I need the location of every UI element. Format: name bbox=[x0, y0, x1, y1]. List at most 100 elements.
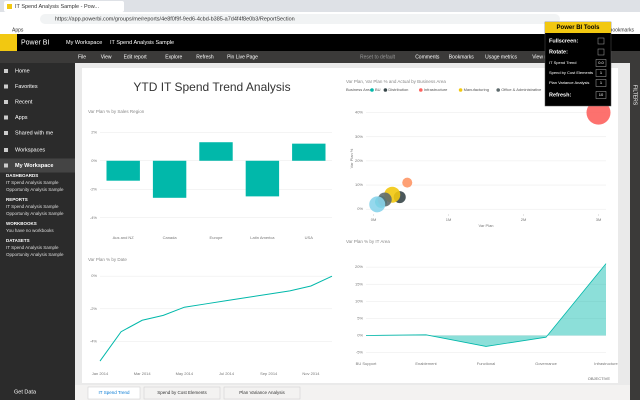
x-tick-label: Jul 2014 bbox=[219, 371, 235, 376]
nav-item[interactable]: Recent bbox=[15, 99, 33, 105]
chart-title: Var Plan % by Date bbox=[88, 257, 127, 262]
tools-input-value[interactable]: 10 bbox=[599, 92, 604, 97]
report-footnote: OBJECTIVE bbox=[588, 376, 611, 381]
x-tick-label: Infrastructure bbox=[594, 361, 618, 366]
section-item[interactable]: IT Spend Analysis Sample bbox=[6, 245, 59, 250]
y-tick-label: 30% bbox=[355, 134, 363, 139]
page-tab bbox=[87, 386, 141, 400]
chart-title: Var Plan, Var Plan % and Actual by Busin… bbox=[346, 79, 446, 84]
legend-swatch bbox=[370, 88, 374, 92]
sidebar bbox=[0, 63, 75, 400]
nav-item[interactable]: Favorites bbox=[15, 84, 38, 90]
section-item[interactable]: Opportunity Analysis Sample bbox=[6, 211, 64, 216]
chart-title: Var Plan % by Sales Region bbox=[88, 109, 145, 114]
legend-entry: Distribution bbox=[388, 87, 408, 92]
y-tick-label: 20% bbox=[355, 264, 363, 269]
section-item[interactable]: IT Spend Analysis Sample bbox=[6, 180, 59, 185]
section-title: REPORTS bbox=[6, 197, 28, 202]
y-tick-label: 20% bbox=[355, 158, 363, 163]
tools-input bbox=[595, 59, 607, 67]
toolbar-button[interactable]: View bbox=[101, 54, 112, 60]
nav-item[interactable]: Home bbox=[15, 68, 30, 74]
legend-swatch bbox=[383, 88, 388, 92]
bookmark[interactable]: Apps bbox=[12, 27, 24, 33]
bookmark-other[interactable]: bookmarks bbox=[610, 27, 635, 33]
toolbar-button[interactable]: Refresh bbox=[196, 54, 214, 60]
bubble bbox=[586, 100, 611, 125]
section-item[interactable]: Opportunity Analysis Sample bbox=[6, 187, 64, 192]
nav-item[interactable]: Workspaces bbox=[15, 147, 45, 153]
toolbar-button[interactable]: Usage metrics bbox=[485, 54, 517, 60]
page-tab-label[interactable]: Spend by Cost Elements bbox=[157, 390, 207, 395]
breadcrumb-report[interactable]: IT Spend Analysis Sample bbox=[110, 40, 174, 46]
nav-item[interactable]: Apps bbox=[15, 115, 28, 121]
nav-icon bbox=[4, 115, 8, 120]
toolbar-button[interactable]: Explore bbox=[165, 54, 182, 60]
y-tick-label: 10% bbox=[355, 298, 363, 303]
x-tick-label: Enablement bbox=[415, 361, 437, 366]
tools-header bbox=[545, 22, 611, 33]
toolbar-button[interactable]: File bbox=[78, 54, 86, 60]
url[interactable]: https://app.powerbi.com/groups/me/report… bbox=[55, 16, 295, 22]
section-item[interactable]: You have no workbooks bbox=[6, 228, 54, 233]
bubble bbox=[402, 177, 413, 188]
x-tick-label: May 2014 bbox=[176, 371, 194, 376]
section-item[interactable]: Opportunity Analysis Sample bbox=[6, 252, 64, 257]
page-tab bbox=[223, 386, 301, 400]
section-item[interactable]: IT Spend Analysis Sample bbox=[6, 204, 59, 209]
bubble bbox=[369, 196, 386, 213]
filters-label[interactable]: FILTERS bbox=[632, 85, 638, 106]
nav-icon bbox=[4, 100, 8, 104]
x-tick-label: Aus and NZ bbox=[113, 235, 135, 240]
legend-swatch bbox=[496, 88, 501, 92]
page-tab-label[interactable]: Plan Variance Analysis bbox=[239, 390, 285, 395]
address-field bbox=[40, 14, 560, 24]
tools-row-label: IT Spend Trend bbox=[549, 60, 577, 65]
y-tick-label: 10% bbox=[355, 182, 363, 187]
app-header bbox=[0, 34, 640, 51]
breadcrumb-workspace[interactable]: My Workspace bbox=[66, 40, 102, 46]
area-line bbox=[365, 263, 607, 347]
app-name[interactable]: Power BI bbox=[21, 39, 49, 46]
bar bbox=[152, 160, 187, 198]
toolbar-button[interactable]: Edit report bbox=[124, 54, 148, 60]
toolbar-button[interactable]: Pin Live Page bbox=[227, 54, 258, 60]
x-tick-label: Canada bbox=[163, 235, 178, 240]
x-tick-label: Latin America bbox=[250, 235, 275, 240]
tools-checkbox[interactable] bbox=[597, 37, 605, 45]
x-tick-label: 2M bbox=[521, 217, 527, 222]
tools-title: Power BI Tools bbox=[557, 25, 601, 31]
x-tick-label: USA bbox=[305, 235, 314, 240]
nav-icon bbox=[4, 131, 8, 135]
tab bbox=[4, 1, 124, 12]
nav-item[interactable]: My Workspace bbox=[15, 163, 53, 169]
x-tick-label: Functional bbox=[477, 361, 496, 366]
nav-icon bbox=[4, 163, 8, 168]
x-tick-label: BU Support bbox=[356, 361, 378, 366]
legend-entry: Office & Administrative bbox=[501, 87, 542, 92]
get-data[interactable]: Get Data bbox=[14, 389, 37, 395]
x-tick-label: Nov 2014 bbox=[302, 371, 320, 376]
legend-title: Business Area bbox=[346, 87, 372, 92]
legend-entry: Infrastructure bbox=[424, 87, 448, 92]
y-axis-label: Var Plan % bbox=[349, 148, 354, 168]
bar bbox=[245, 160, 280, 197]
tab-strip bbox=[0, 0, 640, 12]
toolbar-button[interactable]: Reset to default bbox=[360, 54, 396, 60]
page-tab-label[interactable]: IT Spend Trend bbox=[99, 390, 130, 395]
y-tick-label: 0% bbox=[91, 158, 97, 163]
nav-item[interactable]: Shared with me bbox=[15, 130, 53, 136]
tools-input-value[interactable]: 0.0 bbox=[598, 60, 604, 65]
bar bbox=[292, 143, 326, 161]
toolbar-button[interactable]: Bookmarks bbox=[449, 54, 475, 60]
toolbar-button[interactable]: Comments bbox=[415, 54, 440, 60]
legend-entry: BU bbox=[375, 87, 381, 92]
tools-input-value[interactable]: 1 bbox=[600, 80, 603, 85]
tools-checkbox[interactable] bbox=[597, 48, 605, 56]
tools-row-label: Refresh: bbox=[549, 92, 571, 98]
tools-input-value[interactable]: 1 bbox=[600, 70, 603, 75]
app-launcher bbox=[0, 34, 17, 51]
bar bbox=[106, 160, 140, 181]
